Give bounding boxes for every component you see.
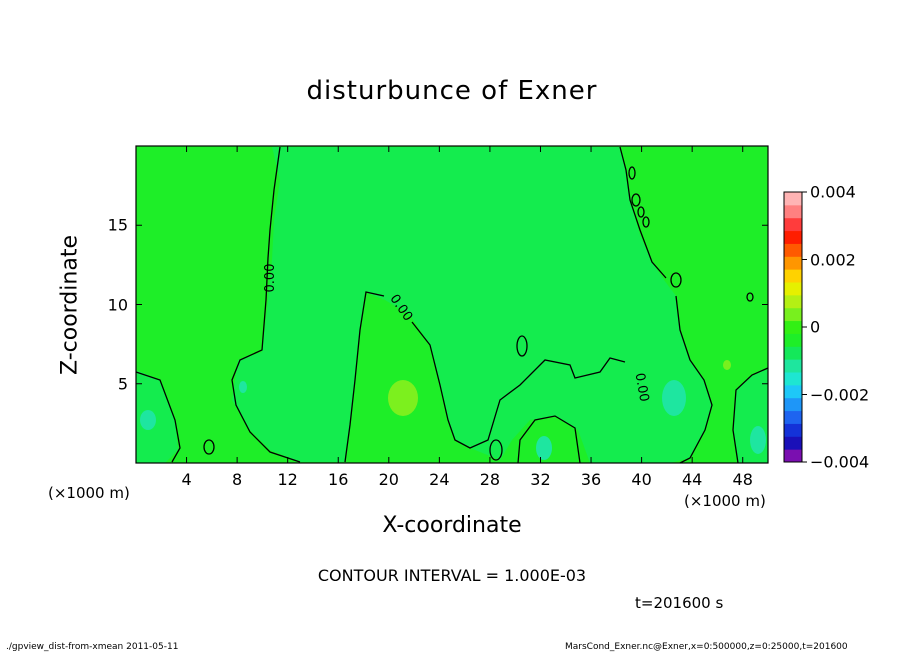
- colorbar-swatch: [784, 423, 802, 437]
- x-tick-label: 28: [479, 470, 501, 489]
- x-tick-label: 12: [277, 470, 298, 489]
- colorbar-swatch: [784, 243, 802, 257]
- colorbar-swatch: [784, 372, 802, 386]
- plot-area: 0.00 0.00 0.00: [135, 145, 769, 464]
- contour-interval-text: CONTOUR INTERVAL = 1.000E-03: [317, 566, 587, 585]
- zero-contour-loop-1: [203, 439, 215, 455]
- colorbar-swatch: [784, 192, 802, 206]
- negative-anomaly-center: [232, 147, 712, 463]
- zero-contour-loop-7: [642, 216, 650, 228]
- y-axis-label: Z-coordinate: [57, 235, 83, 375]
- colorbar-swatch: [784, 346, 802, 360]
- x-tick-label: 32: [530, 470, 551, 489]
- contour-label-0: 0.00: [263, 264, 278, 293]
- y-tick-label: 10: [107, 295, 128, 314]
- positive-anomaly-47km: [723, 360, 731, 370]
- zero-contour-loop-5: [631, 193, 641, 207]
- x-tick-label: 44: [681, 470, 703, 489]
- zero-contour-4: [619, 146, 667, 279]
- zero-contour-loop-2: [516, 335, 528, 357]
- x-tick-label: 40: [631, 470, 652, 489]
- colorbar-swatch: [784, 359, 802, 373]
- zero-contour-6: [135, 371, 181, 463]
- positive-anomaly-20km: [388, 380, 418, 416]
- x-tick-label: 16: [328, 470, 349, 489]
- zero-contour-1: [231, 146, 301, 463]
- colorbar-swatch: [784, 384, 802, 399]
- negative-anomaly-1km: [140, 410, 156, 430]
- zero-contour-5: [675, 295, 713, 464]
- colorbar-tick-label: 0: [810, 317, 821, 337]
- colorbar-swatch: [784, 333, 802, 347]
- zero-contour-3: [411, 321, 626, 449]
- colorbar-swatch: [784, 436, 802, 450]
- negative-anomaly-32km: [536, 436, 552, 460]
- zero-contour-loop-3: [489, 439, 503, 461]
- colorbar-tick-label: 0.002: [810, 250, 856, 269]
- zero-contour-7: [732, 367, 769, 464]
- x-tick-label: 4: [181, 470, 192, 489]
- colorbar-tick-label: −0.002: [810, 385, 870, 404]
- x-tick-label: 8: [232, 470, 243, 489]
- colorbar-swatch: [784, 256, 802, 270]
- x-unit-label-right: (×1000 m): [684, 492, 766, 510]
- colorbar-swatch: [784, 230, 802, 244]
- zero-contour-loop-6: [637, 206, 645, 218]
- colorbar-swatch: [784, 449, 802, 463]
- x-tick-label: 20: [378, 470, 399, 489]
- x-tick-label: 24: [429, 470, 450, 489]
- chart-title: disturbunce of Exner: [306, 76, 598, 106]
- footer-left: ./gpview_dist-from-xmean 2011-05-11: [6, 642, 179, 652]
- footer-right: MarsCond_Exner.nc@Exner,x=0:500000,z=0:2…: [565, 642, 848, 652]
- negative-anomaly-49km: [750, 426, 766, 454]
- colorbar-swatch: [784, 217, 802, 232]
- colorbar-swatch: [784, 282, 802, 296]
- zero-contour-loop-9: [746, 292, 754, 302]
- negative-anomaly-42km: [662, 380, 686, 416]
- time-label: t=201600 s: [635, 594, 724, 612]
- x-tick-marks: [186, 146, 744, 463]
- negative-anomaly-left: [136, 370, 178, 463]
- y-tick-marks: [136, 224, 768, 385]
- x-tick-label: 36: [580, 470, 602, 489]
- y-tick-label: 5: [117, 374, 128, 394]
- colorbar-swatch: [784, 294, 802, 309]
- colorbar-swatch: [784, 204, 802, 219]
- colorbar: [783, 191, 807, 463]
- zero-contour-loop-4: [628, 166, 636, 180]
- negative-anomaly-9km: [239, 381, 247, 393]
- zero-contour-2: [344, 291, 385, 463]
- x-tick-label: 48: [732, 470, 753, 489]
- colorbar-swatch: [784, 307, 802, 322]
- contour-label-2: 0.00: [632, 372, 652, 403]
- zero-contours: [135, 146, 769, 464]
- colorbar-tick-label: 0.004: [810, 182, 856, 202]
- colorbar-swatch: [784, 410, 802, 424]
- y-tick-label: 15: [107, 215, 128, 235]
- x-axis-label: X-coordinate: [382, 513, 522, 538]
- colorbar-swatch: [784, 397, 802, 412]
- zero-contour-8: [517, 415, 581, 464]
- colorbar-tick-label: −0.004: [810, 452, 870, 472]
- x-unit-label-left: (×1000 m): [48, 484, 130, 502]
- colorbar-swatch: [784, 320, 802, 334]
- colorbar-swatch: [784, 269, 802, 283]
- zero-contour-loop-8: [670, 272, 682, 288]
